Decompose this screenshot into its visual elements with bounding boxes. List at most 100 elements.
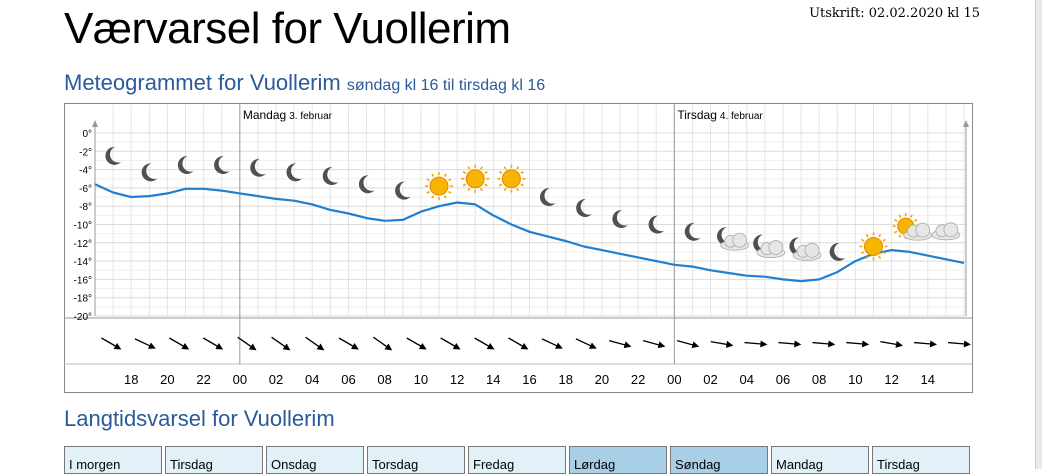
meteogram-title: Meteogrammet for Vuollerim (64, 70, 341, 95)
wind-arrow-icon (947, 340, 971, 348)
scrollbar[interactable] (1035, 0, 1042, 469)
moon-icon (829, 242, 846, 261)
day-name: Mandag (243, 108, 286, 122)
wind-arrow-icon (406, 337, 427, 350)
chart-frame (64, 103, 973, 393)
day-tab[interactable]: Søndag (670, 446, 768, 474)
x-tick-label: 06 (341, 372, 355, 387)
y-tick-label: -8° (79, 202, 92, 213)
longterm-heading: Langtidsvarsel for Vuollerim (64, 406, 335, 431)
wind-arrow-icon (642, 340, 666, 349)
wind-arrow-icon (744, 340, 768, 348)
x-tick-label: 00 (667, 372, 681, 387)
x-tick-label: 10 (848, 372, 862, 387)
y-tick-label: -14° (74, 257, 92, 268)
y-tick-label: -16° (74, 275, 92, 286)
x-tick-label: 08 (812, 372, 826, 387)
day-tab[interactable]: Tirsdag (165, 446, 263, 474)
moon-icon (214, 155, 230, 174)
x-tick-label: 12 (884, 372, 898, 387)
wind-arrow-icon (338, 337, 359, 350)
y-tick-label: -4° (79, 166, 92, 177)
moon-icon (177, 155, 194, 174)
print-timestamp: Utskrift: 02.02.2020 kl 15 (809, 6, 980, 21)
wind-arrow-icon (508, 337, 529, 350)
x-tick-label: 14 (921, 372, 935, 387)
x-tick-label: 02 (269, 372, 283, 387)
day-date: 4. februar (720, 111, 763, 122)
x-tick-label: 10 (414, 372, 428, 387)
wind-arrow-icon (609, 340, 632, 349)
day-tab[interactable]: Onsdag (266, 446, 364, 474)
y-tick-label: 0° (82, 129, 92, 140)
meteogram-heading: Meteogrammet for Vuollerim søndag kl 16 … (64, 70, 545, 96)
day-tab[interactable]: Lørdag (569, 446, 667, 474)
wind-arrow-icon (812, 340, 836, 348)
moon-icon (395, 181, 411, 200)
day-label: Tirsdag 4. februar (677, 108, 763, 122)
day-tab[interactable]: Tirsdag (872, 446, 970, 474)
x-tick-label: 16 (522, 372, 536, 387)
day-tab[interactable]: Fredag (468, 446, 566, 474)
x-tick-label: 20 (160, 372, 174, 387)
moon-icon (539, 188, 556, 207)
temperature-line (94, 183, 965, 283)
wind-arrow-icon (168, 337, 190, 350)
y-axis-right-arrow (963, 120, 969, 127)
page-title: Værvarsel for Vuollerim (64, 4, 511, 53)
x-tick-label: 22 (196, 372, 210, 387)
wind-arrow-icon (271, 336, 291, 351)
moon-icon (105, 146, 122, 165)
meteogram-chart: Mandag 3. februar Tirsdag 4. februar 0° -2° -4… (64, 103, 973, 393)
y-tick-label: -18° (74, 294, 92, 305)
day-date: 3. februar (289, 111, 332, 122)
moon-icon (612, 209, 629, 228)
wind-arrow-icon (372, 336, 393, 351)
wind-arrow-icon (541, 338, 563, 349)
wind-arrow-icon (101, 337, 122, 350)
y-tick-label: -2° (79, 147, 92, 158)
y-tick-label: -10° (74, 221, 92, 232)
wind-arrow-icon (710, 340, 734, 348)
x-tick-label: 12 (450, 372, 464, 387)
wind-arrow-icon (305, 336, 325, 351)
day-name: Tirsdag (677, 108, 717, 122)
wind-arrow-icon (846, 340, 870, 348)
x-tick-label: 04 (305, 372, 319, 387)
moon-icon (576, 199, 592, 218)
moon-icon (684, 222, 701, 241)
day-tab[interactable]: I morgen (64, 446, 162, 474)
x-tick-label: 14 (486, 372, 500, 387)
wind-arrow-icon (474, 337, 495, 350)
y-tick-label: -20° (74, 312, 92, 323)
x-tick-label: 18 (124, 372, 138, 387)
moon-cloud-icon (789, 237, 822, 261)
wind-arrow-icon (778, 340, 802, 348)
sun-icon (424, 172, 453, 201)
x-tick-label: 06 (776, 372, 790, 387)
wind-arrow-icon (880, 340, 903, 348)
sun-icon (859, 232, 888, 261)
moon-icon (322, 166, 339, 185)
x-tick-label: 00 (233, 372, 247, 387)
sun-icon (461, 164, 490, 193)
moon-icon (286, 163, 303, 182)
day-tab[interactable]: Torsdag (367, 446, 465, 474)
day-tab[interactable]: Mandag (771, 446, 869, 474)
moon-cloud-icon (716, 227, 750, 251)
wind-arrow-icon (440, 337, 461, 350)
y-axis-arrow (92, 120, 98, 127)
sun-cloud-icon (892, 213, 933, 241)
wind-arrow-icon (914, 340, 938, 348)
wind-arrow-icon (575, 338, 597, 349)
sun-icon (497, 164, 526, 193)
x-tick-label: 22 (631, 372, 645, 387)
x-tick-label: 18 (558, 372, 572, 387)
moon-icon (250, 158, 266, 177)
moon-icon (648, 215, 665, 234)
x-tick-label: 20 (595, 372, 609, 387)
moon-cloud-icon (753, 234, 786, 258)
longterm-day-tabs: I morgen Tirsdag Onsdag Torsdag Fredag Lørdag… (64, 446, 970, 474)
y-tick-label: -12° (74, 239, 92, 250)
moon-icon (358, 175, 375, 194)
